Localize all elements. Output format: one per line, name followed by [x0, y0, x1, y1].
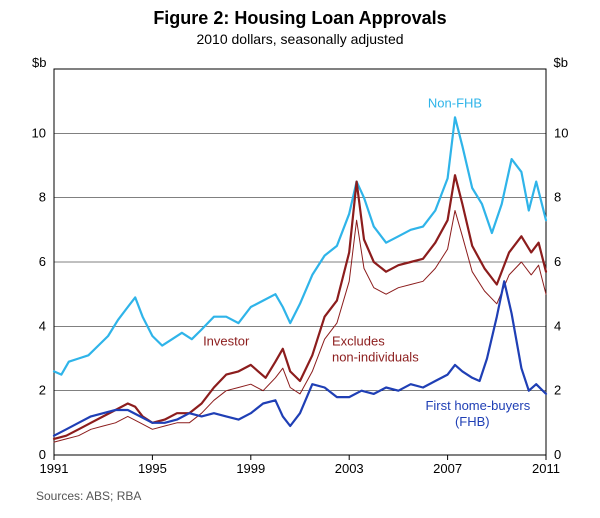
- svg-text:8: 8: [39, 190, 46, 205]
- svg-text:$b: $b: [554, 55, 568, 70]
- svg-text:$b: $b: [32, 55, 46, 70]
- svg-text:4: 4: [39, 318, 46, 333]
- svg-text:2011: 2011: [532, 461, 560, 476]
- svg-text:1991: 1991: [40, 461, 69, 476]
- svg-text:Non-FHB: Non-FHB: [428, 96, 482, 111]
- svg-text:2: 2: [39, 383, 46, 398]
- svg-text:1999: 1999: [236, 461, 265, 476]
- svg-text:10: 10: [32, 125, 46, 140]
- svg-text:10: 10: [554, 125, 568, 140]
- svg-text:1995: 1995: [138, 461, 167, 476]
- svg-text:6: 6: [39, 254, 46, 269]
- chart-sources: Sources: ABS; RBA: [36, 489, 600, 503]
- svg-text:2: 2: [554, 383, 561, 398]
- svg-text:Excludes: Excludes: [332, 334, 385, 349]
- svg-text:2007: 2007: [433, 461, 462, 476]
- svg-text:Investor: Investor: [203, 334, 250, 349]
- svg-text:8: 8: [554, 190, 561, 205]
- chart-subtitle: 2010 dollars, seasonally adjusted: [0, 31, 600, 47]
- figure-container: Figure 2: Housing Loan Approvals 2010 do…: [0, 0, 600, 518]
- chart-title: Figure 2: Housing Loan Approvals: [0, 8, 600, 29]
- svg-text:6: 6: [554, 254, 561, 269]
- svg-text:0: 0: [39, 447, 46, 462]
- chart-area: 0 0 2 2 4 4 6 6 8 8 10 10 $b $b 1991 1995 1999 2003 2007 20…: [0, 53, 600, 483]
- svg-text:(FHB): (FHB): [455, 414, 490, 429]
- svg-text:4: 4: [554, 318, 561, 333]
- svg-text:First home-buyers: First home-buyers: [425, 398, 530, 413]
- svg-text:2003: 2003: [335, 461, 364, 476]
- svg-text:0: 0: [554, 447, 561, 462]
- line-chart: 0 0 2 2 4 4 6 6 8 8 10 10 $b $b 1991 1995 1999 2003 2007 20…: [0, 53, 600, 483]
- svg-text:non-individuals: non-individuals: [332, 350, 419, 365]
